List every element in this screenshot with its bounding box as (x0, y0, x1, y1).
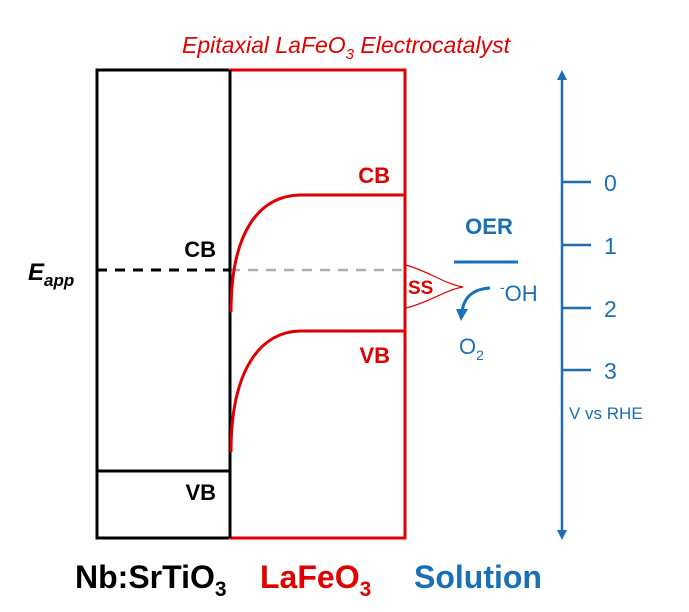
substrate-box (95, 68, 232, 540)
tick-label: 1 (604, 233, 617, 259)
tick-3: 3 (562, 358, 617, 384)
oer-label: OER (465, 214, 513, 239)
oxygen-label: O2 (459, 334, 484, 363)
e-app-label: Eapp (28, 259, 74, 290)
film-label: LaFeO3 (260, 559, 371, 601)
film-cb-band (229, 193, 405, 313)
tick-label: 0 (604, 170, 617, 196)
solution-label: Solution (414, 559, 542, 595)
tick-0: 0 (562, 170, 617, 196)
reaction-arrow (460, 286, 491, 313)
substrate-label: Nb:SrTiO3 (75, 559, 227, 601)
film-cb-label: CB (358, 163, 390, 188)
film-vb-label: VB (359, 343, 390, 368)
tick-1: 1 (562, 233, 617, 259)
film-vb-band (229, 329, 405, 453)
hydroxide-label: -OH (500, 279, 538, 306)
substrate-vb-label: VB (185, 480, 216, 505)
surface-state-label: SS (408, 278, 433, 299)
film-box (228, 68, 407, 540)
reaction-arrow-head (456, 309, 468, 321)
tick-label: 2 (604, 296, 617, 322)
axis-arrow-up (557, 70, 567, 80)
axis-unit-label: V vs RHE (569, 404, 643, 423)
surface-state-peak (405, 264, 464, 309)
tick-2: 2 (562, 296, 617, 322)
axis-arrow-down (557, 530, 567, 540)
tick-label: 3 (604, 358, 617, 384)
substrate-cb-label: CB (184, 237, 216, 262)
diagram-title: Epitaxial LaFeO3 Electrocatalyst (182, 32, 512, 63)
